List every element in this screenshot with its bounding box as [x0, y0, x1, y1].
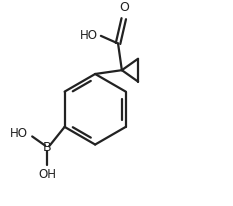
Text: OH: OH: [38, 168, 56, 181]
Text: HO: HO: [9, 127, 27, 140]
Text: B: B: [43, 141, 52, 154]
Text: O: O: [119, 1, 129, 14]
Text: HO: HO: [80, 29, 98, 42]
